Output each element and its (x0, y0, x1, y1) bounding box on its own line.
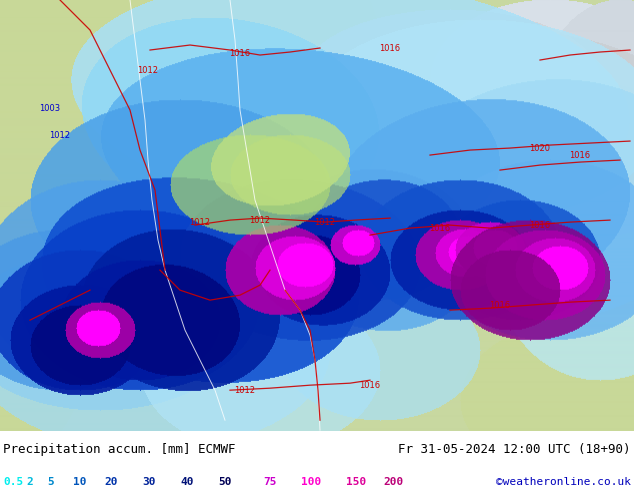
Text: Fr 31-05-2024 12:00 UTC (18+90): Fr 31-05-2024 12:00 UTC (18+90) (398, 443, 631, 456)
Text: 20: 20 (105, 477, 118, 487)
Text: 1016: 1016 (569, 150, 590, 160)
Text: 1016: 1016 (489, 301, 510, 310)
Text: 1003: 1003 (39, 103, 61, 113)
Text: 1012: 1012 (49, 130, 70, 140)
Text: 1016: 1016 (529, 220, 550, 230)
Text: 1016: 1016 (379, 44, 401, 52)
Text: 200: 200 (384, 477, 404, 487)
Text: 1012: 1012 (190, 218, 210, 226)
Text: 100: 100 (301, 477, 321, 487)
Text: 1016: 1016 (359, 381, 380, 390)
Text: 1020: 1020 (529, 144, 550, 152)
Text: 1012: 1012 (235, 386, 256, 394)
Text: 50: 50 (219, 477, 232, 487)
Text: 1012: 1012 (250, 216, 271, 224)
Text: Precipitation accum. [mm] ECMWF: Precipitation accum. [mm] ECMWF (3, 443, 236, 456)
Text: 1016: 1016 (429, 223, 451, 233)
Text: 1012: 1012 (138, 66, 158, 74)
Text: 75: 75 (263, 477, 276, 487)
Text: ©weatheronline.co.uk: ©weatheronline.co.uk (496, 477, 631, 487)
Text: 2: 2 (27, 477, 34, 487)
Text: 5: 5 (48, 477, 55, 487)
Text: 1016: 1016 (230, 49, 250, 57)
Text: 150: 150 (346, 477, 366, 487)
Text: 1012: 1012 (314, 218, 335, 226)
Text: 10: 10 (73, 477, 86, 487)
Text: 0.5: 0.5 (3, 477, 23, 487)
Text: 40: 40 (181, 477, 194, 487)
Text: 30: 30 (143, 477, 156, 487)
